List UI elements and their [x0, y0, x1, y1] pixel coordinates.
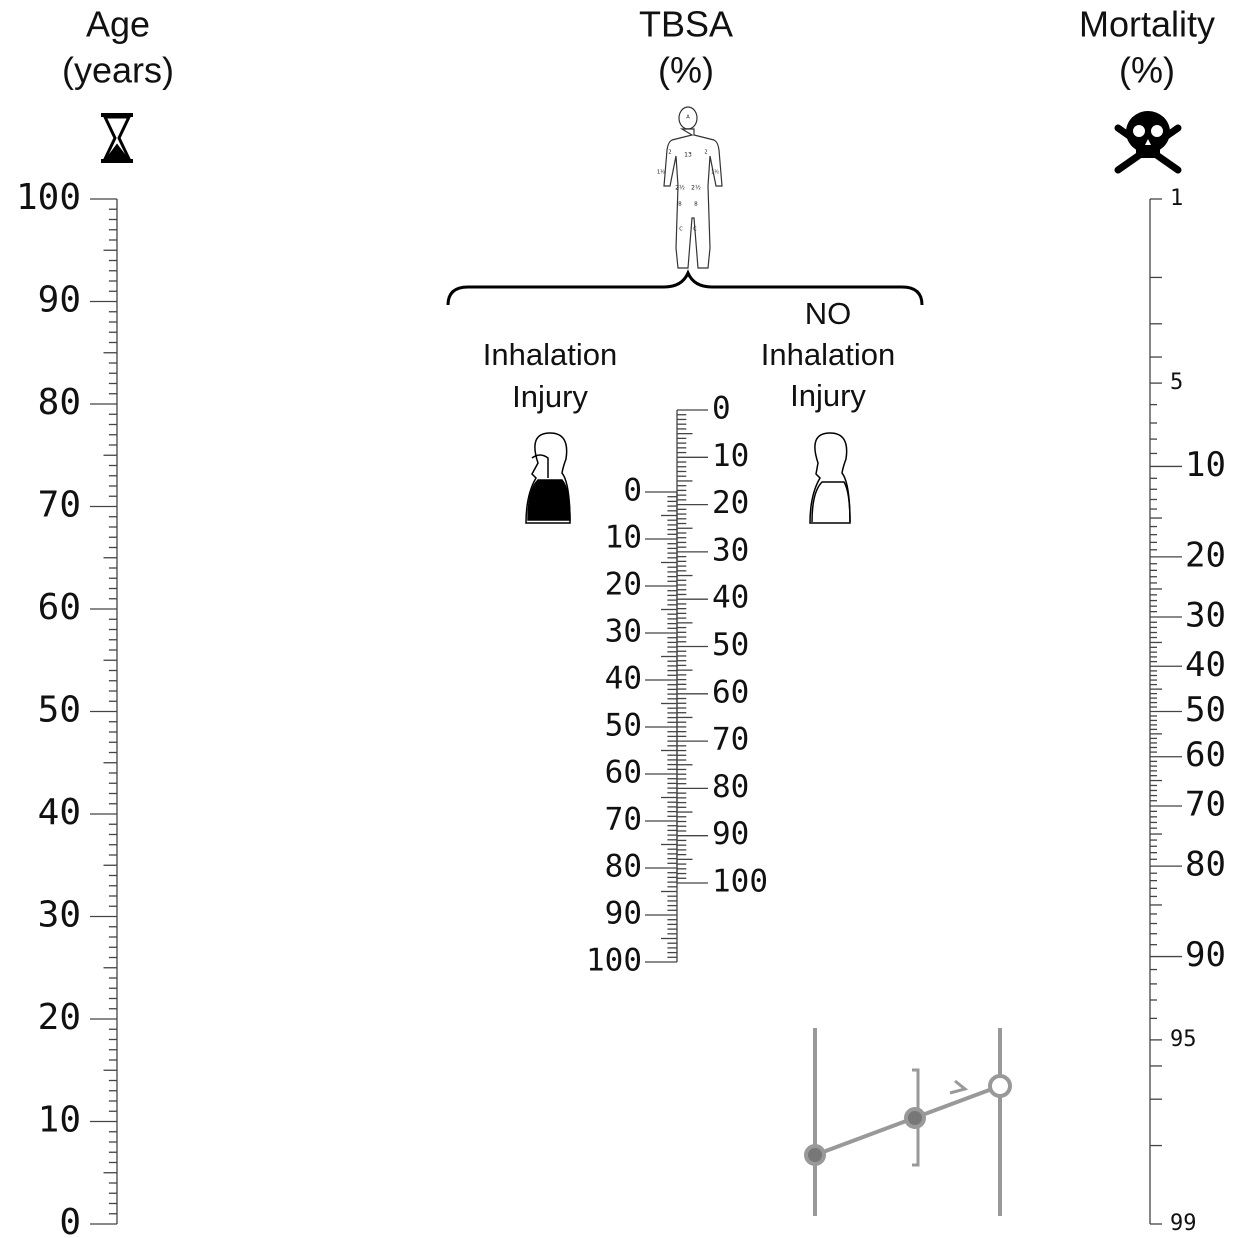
body-figure: [663, 106, 723, 269]
tick-label: 60: [605, 755, 642, 791]
tbsa-title: TBSA: [639, 4, 733, 45]
tick-label: 100: [16, 177, 81, 218]
tick-label: 100: [586, 943, 642, 979]
no-inhalation-label: Injury: [790, 378, 866, 413]
inhalation-label: Injury: [512, 379, 588, 414]
body-region-label: 1½: [711, 169, 719, 176]
skull-icon: [1114, 111, 1182, 174]
tick-label: 40: [605, 661, 642, 697]
tick-label: 10: [712, 438, 749, 474]
tick-label: 40: [38, 792, 81, 833]
tbsa-unit: (%): [658, 50, 714, 91]
tick-label: 60: [712, 674, 749, 710]
tick-label: 40: [1185, 645, 1226, 685]
tick-label: 10: [1185, 445, 1226, 485]
tick-label: 80: [1185, 845, 1226, 885]
hourglass-icon: [101, 113, 133, 163]
tick-label: 80: [605, 849, 642, 885]
no-inhalation-label: Inhalation: [761, 337, 895, 372]
tick-label: 0: [59, 1202, 81, 1238]
body-region-label: 13: [684, 152, 692, 159]
tick-label: 30: [712, 532, 749, 568]
tick-label: 50: [605, 708, 642, 744]
body-region-label: B: [694, 202, 698, 208]
tick-label: 99: [1170, 1211, 1197, 1236]
inhalation-label: Inhalation: [483, 337, 617, 372]
inhalation-icon: [525, 432, 571, 524]
tick-label: 40: [712, 580, 749, 616]
tick-label: 30: [605, 614, 642, 650]
tick-label: 90: [1185, 935, 1226, 975]
tick-label: 0: [623, 473, 642, 509]
tick-label: 10: [605, 520, 642, 556]
age-title: Age: [86, 4, 150, 45]
tick-label: 20: [712, 485, 749, 521]
tick-label: 50: [1185, 690, 1226, 730]
body-region-label: 2: [668, 150, 671, 156]
body-region-label: 2½: [691, 185, 701, 192]
tick-label: 30: [1185, 595, 1226, 635]
body-region-label: C: [693, 227, 697, 233]
tick-label: 50: [712, 627, 749, 663]
mortality-title: Mortality: [1079, 4, 1215, 45]
tick-label: 30: [38, 895, 81, 936]
tick-label: 100: [712, 864, 768, 900]
tick-label: 5: [1170, 370, 1183, 395]
mortality-unit: (%): [1119, 50, 1175, 91]
tick-label: 20: [38, 997, 81, 1038]
body-region-label: 2: [704, 150, 707, 156]
tick-label: 70: [38, 485, 81, 526]
tick-label: 10: [38, 1100, 81, 1141]
no-inhalation-icon: [809, 432, 851, 524]
tick-label: 20: [1185, 535, 1226, 575]
body-region-label: B: [678, 202, 682, 208]
body-region-label: 1½: [657, 169, 665, 176]
tick-label: 70: [1185, 785, 1226, 825]
tick-label: 50: [38, 690, 81, 731]
tick-label: 90: [38, 280, 81, 321]
tick-label: 80: [712, 769, 749, 805]
tick-label: 70: [712, 722, 749, 758]
tick-label: 1: [1170, 186, 1183, 211]
tick-label: 60: [38, 587, 81, 628]
no-inhalation-label: NO: [805, 296, 852, 331]
body-region-label: 2½: [675, 185, 685, 192]
tick-label: 90: [605, 896, 642, 932]
age-unit: (years): [62, 50, 174, 91]
tick-label: 60: [1185, 735, 1226, 775]
tick-label: 90: [712, 816, 749, 852]
tick-label: 0: [712, 391, 731, 427]
body-region-label: C: [679, 227, 683, 233]
tick-label: 20: [605, 567, 642, 603]
tick-label: 70: [605, 802, 642, 838]
body-region-label: A: [686, 115, 690, 121]
tick-label: 80: [38, 382, 81, 423]
usage-example: [804, 1028, 1012, 1216]
tick-label: 95: [1170, 1027, 1197, 1052]
brace: [446, 269, 924, 306]
